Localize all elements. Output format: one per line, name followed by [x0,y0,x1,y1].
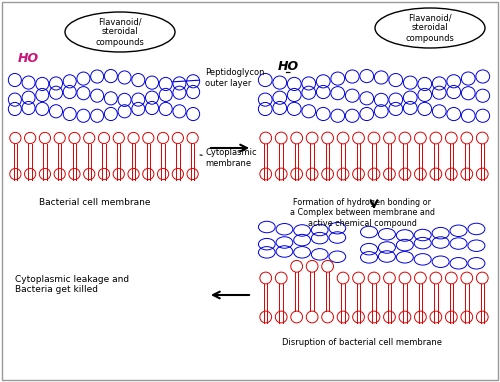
Text: Formation of hydrogen bonding or
a Complex between membrane and
active chemical : Formation of hydrogen bonding or a Compl… [290,198,435,228]
Text: HO: HO [278,60,299,73]
Text: Cytoplasmic leakage and
Bacteria get killed: Cytoplasmic leakage and Bacteria get kil… [15,275,129,295]
Text: Peptidoglycon
outer layer: Peptidoglycon outer layer [173,68,264,88]
Ellipse shape [65,12,175,52]
Text: Bacterial cell membrane: Bacterial cell membrane [38,198,150,207]
Ellipse shape [375,8,485,48]
Text: Flavanoid/
steroidal
compounds: Flavanoid/ steroidal compounds [406,13,454,43]
Text: Cytoplasmic
membrane: Cytoplasmic membrane [200,148,256,168]
Text: Flavanoid/
steroidal
compounds: Flavanoid/ steroidal compounds [96,17,144,47]
Text: Disruption of bacterial cell membrane: Disruption of bacterial cell membrane [282,338,442,347]
Text: HO: HO [18,52,39,65]
